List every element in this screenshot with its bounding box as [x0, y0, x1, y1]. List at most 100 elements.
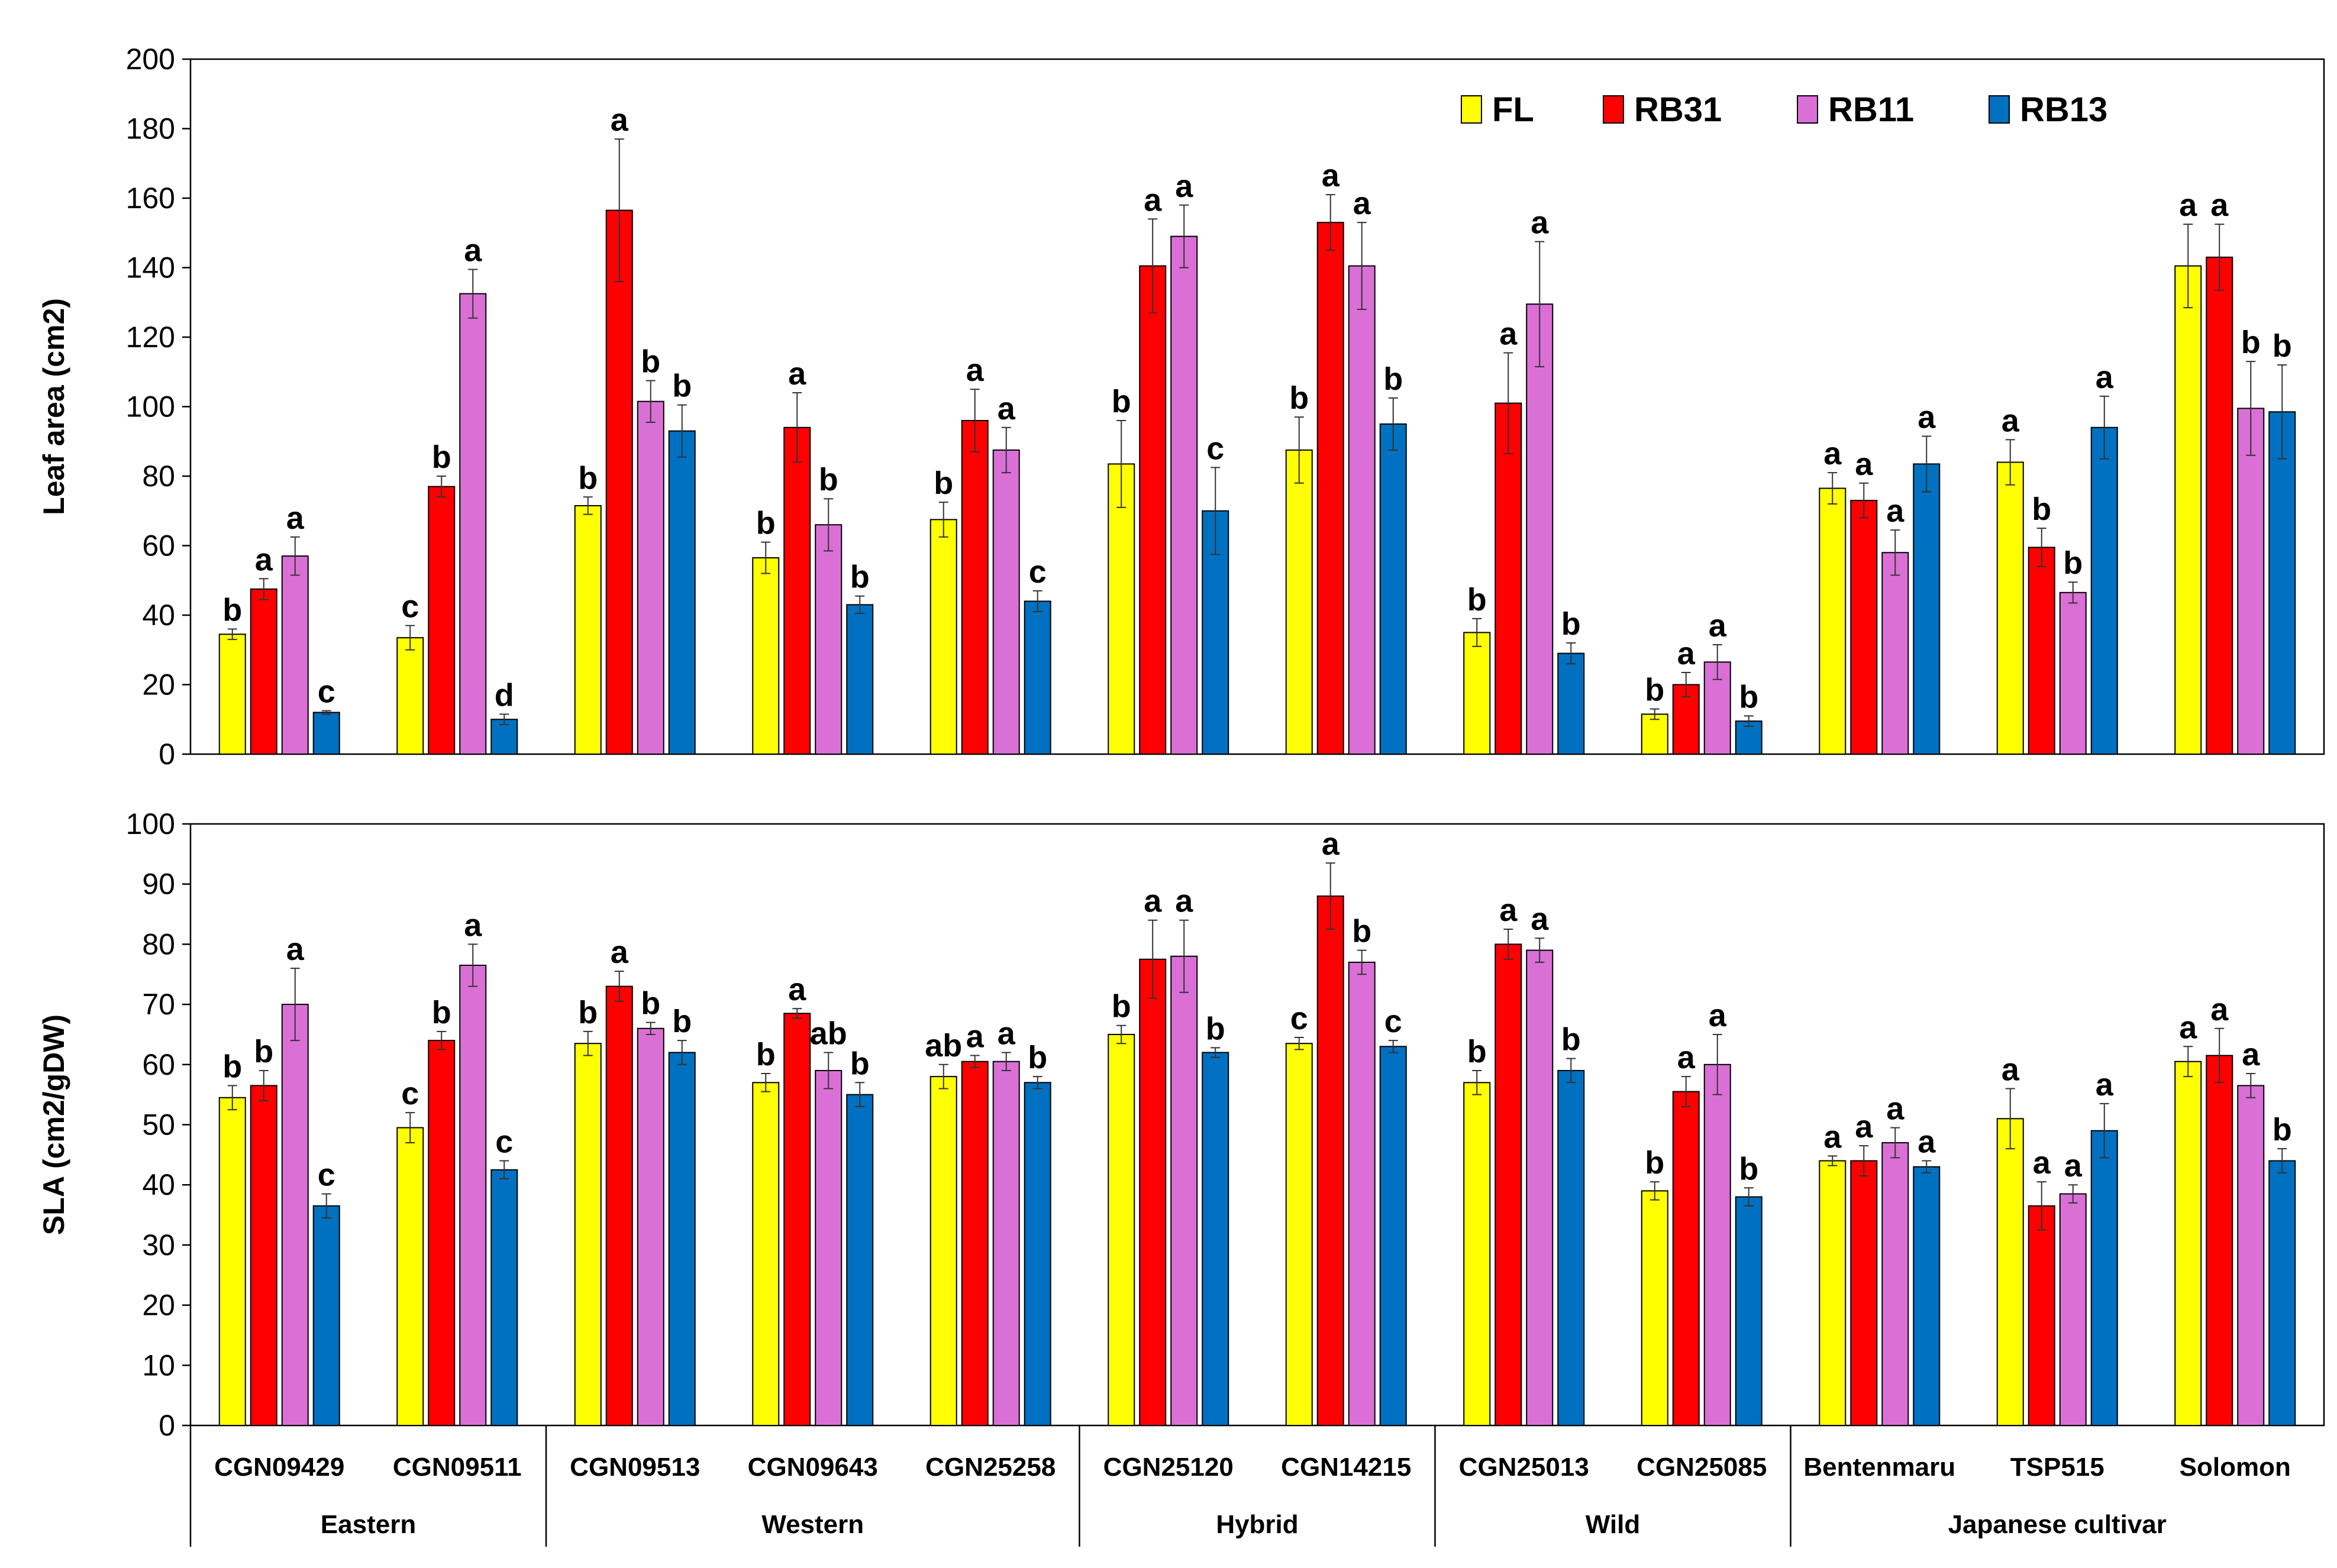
bar: [1526, 303, 1554, 755]
significance-letter: b: [2273, 1112, 2292, 1147]
bar: [637, 400, 664, 755]
significance-letter: c: [1029, 554, 1047, 590]
bar: [1463, 632, 1491, 755]
significance-letter: b: [1645, 1145, 1664, 1181]
bar: [1641, 713, 1668, 755]
bar: [1316, 895, 1344, 1427]
bar: [2237, 408, 2265, 755]
significance-letter: ab: [925, 1028, 962, 1063]
bar: [312, 1205, 340, 1427]
significance-letter: a: [2002, 1052, 2020, 1087]
y-tick-label: 160: [126, 182, 175, 215]
significance-letter: a: [1499, 893, 1518, 928]
bar: [1735, 1196, 1763, 1427]
significance-letter: b: [1352, 914, 1371, 949]
legend: FL RB31 RB11 RB13: [1461, 90, 2107, 129]
significance-letter: c: [1206, 431, 1224, 466]
significance-letter: a: [255, 542, 273, 577]
y-tick-label: 40: [142, 1168, 175, 1201]
bar: [961, 1061, 989, 1426]
significance-letter: b: [1467, 1034, 1487, 1069]
bar: [846, 1094, 874, 1426]
bar: [752, 1082, 780, 1427]
significance-letter: c: [1384, 1004, 1402, 1039]
y-tick-label: 140: [126, 251, 175, 284]
y-tick-label: 20: [142, 668, 175, 701]
significance-letter: a: [2064, 1148, 2083, 1184]
significance-letter: a: [2033, 1145, 2051, 1181]
bar: [1641, 1190, 1668, 1426]
bar: [2174, 1061, 2202, 1426]
significance-letter: b: [1739, 1151, 1758, 1186]
bar: [2268, 411, 2296, 755]
bar: [1170, 235, 1198, 755]
bar: [2206, 256, 2233, 755]
x-tick-label: CGN09511: [393, 1453, 522, 1482]
legend-swatch: [1603, 95, 1624, 124]
significance-letter: b: [850, 560, 870, 595]
bar: [2090, 1130, 2118, 1427]
significance-letter: a: [2179, 187, 2197, 223]
y-tick-label: 60: [142, 529, 175, 562]
legend-label: RB11: [1828, 90, 1914, 129]
significance-letter: a: [464, 232, 482, 268]
significance-letter: b: [1561, 606, 1581, 642]
bar: [1024, 1082, 1051, 1427]
bar: [992, 1061, 1020, 1426]
y-tick-label: 50: [142, 1108, 175, 1142]
significance-letter: b: [819, 462, 838, 497]
bar: [2174, 265, 2202, 755]
bar: [992, 449, 1020, 755]
y-tick-label: 0: [159, 1409, 175, 1442]
significance-letter: a: [2002, 403, 2020, 438]
y-tick-label: 40: [142, 599, 175, 632]
significance-letter: a: [1322, 826, 1340, 862]
bar: [1557, 652, 1585, 755]
significance-letter: a: [1677, 1040, 1696, 1075]
bar: [1348, 961, 1376, 1427]
significance-letter: b: [222, 593, 242, 628]
bar: [2206, 1055, 2233, 1427]
significance-letter: b: [1206, 1011, 1225, 1046]
y-tick-label: 30: [142, 1228, 175, 1262]
bar: [1703, 1063, 1731, 1427]
bar: [1170, 955, 1198, 1426]
x-group-label: Eastern: [321, 1510, 416, 1539]
y-tick-label: 200: [126, 43, 175, 76]
bar: [1494, 402, 1522, 755]
x-tick-label: TSP515: [2010, 1453, 2104, 1482]
significance-letter: a: [1855, 447, 1873, 482]
bar: [1139, 265, 1167, 755]
bar: [1526, 949, 1554, 1426]
legend-label: RB13: [2020, 90, 2107, 129]
significance-letter: a: [611, 102, 629, 138]
x-tick-label: CGN25258: [925, 1453, 1055, 1482]
significance-letter: a: [1531, 901, 1549, 937]
bar: [250, 588, 277, 755]
significance-letter: a: [1918, 1124, 1936, 1160]
bar: [1379, 1046, 1407, 1427]
y-tick-label: 100: [126, 390, 175, 423]
bar: [459, 964, 487, 1426]
significance-letter: a: [966, 353, 984, 388]
significance-letter: a: [1144, 884, 1162, 919]
significance-letter: c: [318, 674, 335, 710]
significance-letter: a: [998, 391, 1016, 426]
significance-letter: a: [2096, 360, 2114, 395]
bar: [2090, 426, 2118, 755]
significance-letter: b: [641, 986, 660, 1021]
significance-letter: b: [432, 995, 451, 1030]
bar: [1108, 463, 1135, 755]
significance-letter: b: [254, 1034, 273, 1069]
significance-letter: a: [1531, 205, 1549, 240]
bar: [668, 1052, 696, 1426]
significance-letter: a: [2179, 1010, 2197, 1045]
significance-letter: b: [1383, 361, 1403, 397]
y-tick-label: 120: [126, 321, 175, 354]
significance-letter: a: [611, 935, 629, 970]
significance-letter: b: [641, 344, 660, 379]
bar: [250, 1085, 277, 1426]
x-tick-label: CGN09429: [214, 1453, 344, 1482]
